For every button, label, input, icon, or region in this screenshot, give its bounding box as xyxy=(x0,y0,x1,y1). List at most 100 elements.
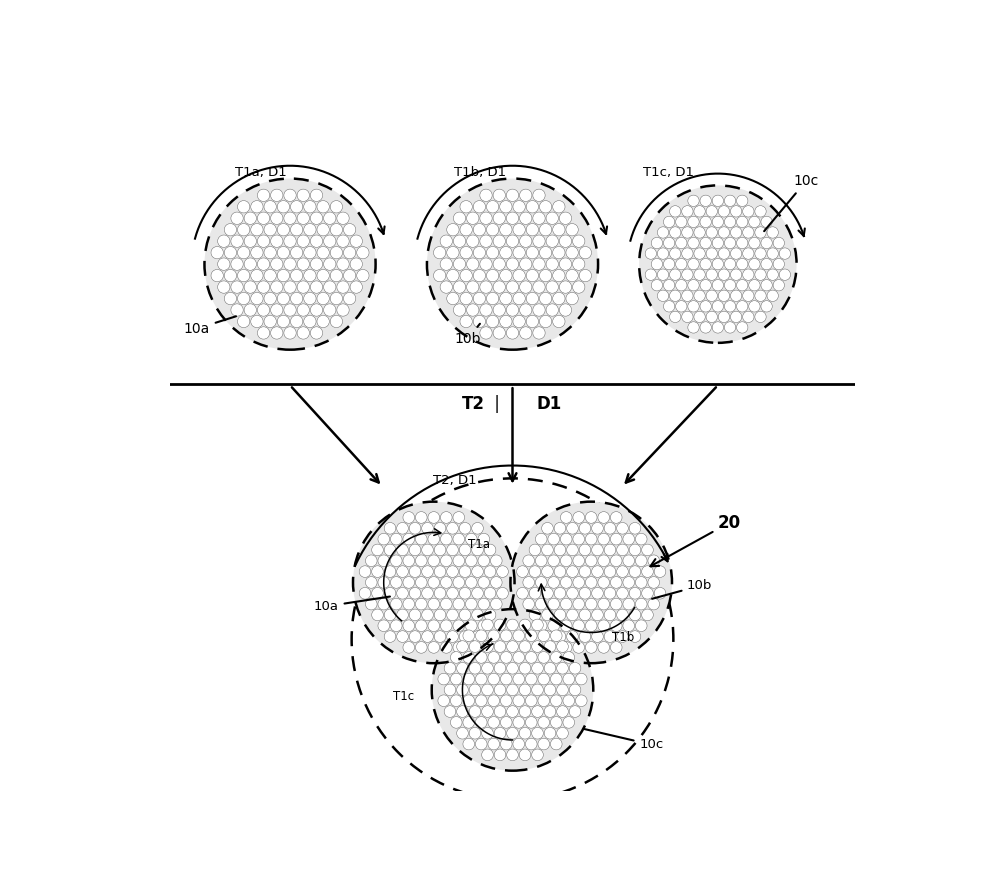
Circle shape xyxy=(557,662,568,674)
Circle shape xyxy=(453,258,466,270)
Circle shape xyxy=(604,544,616,556)
Circle shape xyxy=(415,642,427,653)
Circle shape xyxy=(422,588,433,599)
Circle shape xyxy=(444,662,456,674)
Circle shape xyxy=(463,673,475,685)
Circle shape xyxy=(310,189,323,202)
Circle shape xyxy=(409,544,421,556)
Circle shape xyxy=(434,631,446,643)
Circle shape xyxy=(539,246,552,259)
Circle shape xyxy=(473,201,486,213)
Circle shape xyxy=(415,555,427,566)
Circle shape xyxy=(284,212,296,224)
Circle shape xyxy=(526,223,539,236)
Circle shape xyxy=(224,246,237,259)
Circle shape xyxy=(324,258,336,270)
Circle shape xyxy=(532,684,543,696)
Circle shape xyxy=(428,533,440,545)
Circle shape xyxy=(520,304,532,316)
Circle shape xyxy=(592,631,603,643)
Circle shape xyxy=(271,258,283,270)
Circle shape xyxy=(730,248,742,260)
Circle shape xyxy=(447,588,458,599)
Circle shape xyxy=(460,316,472,328)
Circle shape xyxy=(238,316,250,328)
Circle shape xyxy=(529,565,541,578)
Circle shape xyxy=(663,216,675,228)
Circle shape xyxy=(484,588,496,599)
Circle shape xyxy=(403,512,415,524)
Circle shape xyxy=(310,304,323,316)
Circle shape xyxy=(506,189,519,202)
Circle shape xyxy=(533,281,545,293)
Circle shape xyxy=(569,706,581,717)
Circle shape xyxy=(749,259,760,269)
Circle shape xyxy=(475,652,487,663)
Circle shape xyxy=(737,195,748,206)
Circle shape xyxy=(304,316,316,328)
Circle shape xyxy=(284,258,296,270)
Circle shape xyxy=(724,300,736,312)
Circle shape xyxy=(378,598,390,610)
Circle shape xyxy=(378,533,390,545)
Circle shape xyxy=(324,235,336,247)
Circle shape xyxy=(670,248,681,260)
Circle shape xyxy=(724,322,736,333)
Circle shape xyxy=(712,300,724,312)
Circle shape xyxy=(533,189,545,202)
Circle shape xyxy=(743,227,754,238)
Text: 10c: 10c xyxy=(584,729,663,751)
Circle shape xyxy=(482,662,493,674)
Circle shape xyxy=(654,588,666,599)
Circle shape xyxy=(550,717,562,728)
Circle shape xyxy=(519,749,531,761)
Circle shape xyxy=(554,631,566,643)
Circle shape xyxy=(767,248,778,260)
Circle shape xyxy=(330,316,343,328)
Circle shape xyxy=(743,205,754,217)
Circle shape xyxy=(629,523,641,534)
Circle shape xyxy=(297,281,309,293)
Circle shape xyxy=(244,235,256,247)
Circle shape xyxy=(469,684,481,696)
Circle shape xyxy=(238,223,250,236)
Circle shape xyxy=(579,565,591,578)
Circle shape xyxy=(592,565,603,578)
Circle shape xyxy=(447,523,458,534)
Circle shape xyxy=(459,565,471,578)
Circle shape xyxy=(519,641,531,653)
Circle shape xyxy=(403,555,415,566)
Circle shape xyxy=(494,619,506,630)
Circle shape xyxy=(428,620,440,631)
Circle shape xyxy=(676,279,687,291)
Circle shape xyxy=(520,189,532,202)
Circle shape xyxy=(657,248,669,260)
Circle shape xyxy=(526,246,539,259)
Circle shape xyxy=(271,212,283,224)
Circle shape xyxy=(761,216,772,228)
Circle shape xyxy=(310,281,323,293)
Text: 10a: 10a xyxy=(184,316,236,335)
Circle shape xyxy=(542,544,553,556)
Circle shape xyxy=(761,259,772,269)
Circle shape xyxy=(718,227,730,238)
Circle shape xyxy=(573,258,585,270)
Circle shape xyxy=(459,609,471,621)
Circle shape xyxy=(490,555,502,566)
Circle shape xyxy=(544,706,556,717)
Circle shape xyxy=(384,609,396,621)
Circle shape xyxy=(465,577,477,589)
Circle shape xyxy=(415,533,427,545)
Circle shape xyxy=(779,248,791,260)
Circle shape xyxy=(493,281,505,293)
Circle shape xyxy=(560,555,572,566)
Circle shape xyxy=(648,577,660,589)
Circle shape xyxy=(480,327,492,339)
Circle shape xyxy=(533,212,545,224)
Circle shape xyxy=(372,588,383,599)
Circle shape xyxy=(337,212,349,224)
Circle shape xyxy=(475,695,487,707)
Circle shape xyxy=(585,512,597,524)
Circle shape xyxy=(682,205,693,217)
Circle shape xyxy=(304,292,316,305)
